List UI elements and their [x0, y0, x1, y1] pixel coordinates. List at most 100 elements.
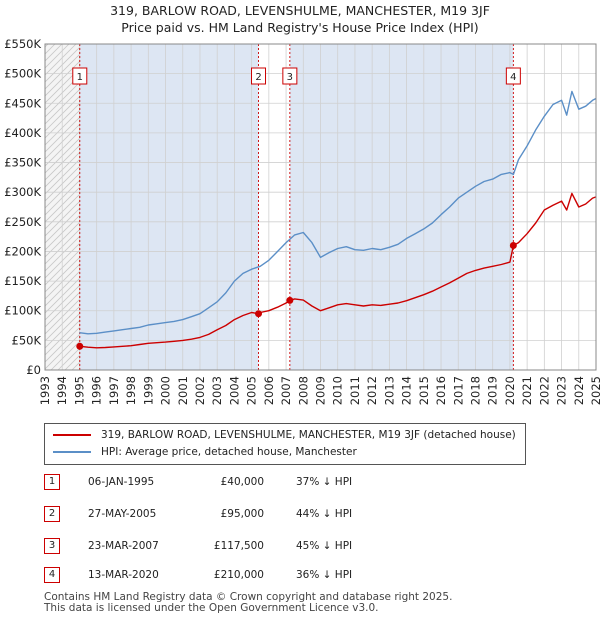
legend-price-label: 319, BARLOW ROAD, LEVENSHULME, MANCHESTE… [101, 429, 516, 441]
x-tick-label: 2023 [555, 376, 569, 405]
x-tick-label: 2002 [193, 376, 207, 405]
x-tick-label: 2008 [296, 376, 310, 405]
x-tick-label: 2024 [572, 376, 586, 405]
hatch-stroke [0, 44, 27, 370]
transaction-price: £95,000 [220, 508, 264, 520]
transaction-number: 4 [44, 567, 60, 583]
x-tick-label: 1993 [38, 376, 52, 405]
hatch-stroke [0, 44, 20, 370]
transaction-hpi-diff: 36% ↓ HPI [296, 569, 353, 581]
sale-point [76, 342, 84, 350]
y-tick-label: £400K [4, 126, 41, 140]
sale-label-box [251, 67, 267, 85]
hatch-stroke [45, 67, 80, 104]
hatch-stroke [45, 74, 80, 111]
sale-label-box [282, 67, 298, 85]
hatch-stroke [45, 305, 80, 342]
x-tick-label: 1999 [141, 376, 155, 405]
hatch-stroke [45, 312, 80, 349]
x-tick-label: 2015 [417, 376, 431, 405]
x-tick-label: 2020 [503, 376, 517, 405]
transaction-number: 2 [44, 506, 60, 522]
plot-frame [44, 43, 597, 371]
legend-price-swatch [53, 434, 91, 436]
legend-hpi-swatch [53, 451, 91, 453]
x-tick-label: 2022 [537, 376, 551, 405]
hatch-stroke [45, 200, 80, 237]
transaction-price: £117,500 [213, 540, 264, 552]
ownership-shading [79, 44, 514, 370]
x-tick-label: 2012 [365, 376, 379, 405]
sale-points [76, 242, 517, 350]
hatch-stroke [0, 44, 34, 370]
sale-markers-lines: 1 2 3 4 [72, 44, 521, 370]
x-tick-label: 2016 [434, 376, 448, 405]
transaction-date: 27-MAY-2005 [88, 508, 157, 520]
hatch-stroke [45, 193, 80, 230]
y-tick-label: £150K [4, 274, 41, 288]
hatch-stroke [0, 44, 13, 370]
x-tick-label: 2007 [279, 376, 293, 405]
legend: 319, BARLOW ROAD, LEVENSHULME, MANCHESTE… [44, 423, 526, 465]
transaction-number: 3 [44, 538, 60, 554]
sale-point [509, 242, 517, 250]
x-tick-label: 2013 [382, 376, 396, 405]
hatch-stroke [45, 81, 80, 118]
x-tick-label: 2021 [520, 376, 534, 405]
x-tick-label: 1995 [72, 376, 86, 405]
hpi-line [79, 90, 597, 335]
hatch-stroke [45, 291, 80, 328]
axes: £0 £50K £100K £150K £200K £250K £300K £350K £400… [4, 37, 600, 405]
transaction-price: £210,000 [213, 569, 264, 581]
transaction-hpi-diff: 45% ↓ HPI [296, 540, 353, 552]
x-tick-label: 2001 [176, 376, 190, 405]
hatch-stroke [0, 44, 6, 370]
y-tick-label: £200K [4, 244, 41, 258]
x-tick-label: 2009 [314, 376, 328, 405]
y-tick-label: £250K [4, 215, 41, 229]
y-tick-label: £500K [4, 67, 41, 81]
x-tick-label: 1997 [107, 376, 121, 405]
sale-label-number: 1 [77, 72, 83, 83]
x-tick-label: 2019 [486, 376, 500, 405]
x-tick-label: 2014 [400, 376, 414, 405]
x-tick-label: 1998 [124, 376, 138, 405]
x-tick-label: 2025 [589, 376, 600, 405]
hatch-stroke [45, 298, 80, 335]
hatch-stroke [45, 284, 80, 321]
legend-item-hpi: HPI: Average price, detached house, Manc… [53, 444, 357, 460]
x-tick-label: 2018 [468, 376, 482, 405]
legend-item-price: 319, BARLOW ROAD, LEVENSHULME, MANCHESTE… [53, 427, 516, 443]
ownership-band [289, 44, 514, 370]
transaction-date: 23-MAR-2007 [88, 540, 159, 552]
sale-label-number: 3 [287, 72, 293, 83]
transaction-date: 06-JAN-1995 [88, 476, 155, 488]
sale-label-number: 2 [255, 72, 261, 83]
footer-licence: This data is licensed under the Open Gov… [44, 602, 379, 614]
hatch-stroke [45, 88, 80, 125]
chart-title: 319, BARLOW ROAD, LEVENSHULME, MANCHESTE… [110, 3, 490, 18]
x-tick-label: 2017 [451, 376, 465, 405]
sale-label-box [72, 67, 88, 85]
x-tick-label: 2006 [262, 376, 276, 405]
sale-label-number: 4 [510, 72, 516, 83]
y-tick-label: £50K [12, 333, 42, 347]
ownership-band [79, 44, 259, 370]
sale-label-box [505, 67, 521, 85]
price-chart: 1 2 3 4 £0 £50K £100K £150K £200K £250K £300K £350… [0, 37, 600, 405]
hatch-stroke [45, 186, 80, 223]
hatch-stroke [45, 95, 80, 132]
hatch-stroke [45, 44, 49, 48]
transaction-hpi-diff: 37% ↓ HPI [296, 476, 353, 488]
x-tick-label: 2004 [227, 376, 241, 405]
x-tick-label: 2011 [348, 376, 362, 405]
y-tick-label: £350K [4, 156, 41, 170]
x-tick-label: 1994 [55, 376, 69, 405]
hatch-stroke [0, 44, 41, 370]
x-tick-label: 1996 [90, 376, 104, 405]
hatch-stroke [45, 172, 80, 209]
y-tick-label: £0 [26, 363, 41, 377]
price-paid-line [79, 192, 597, 349]
sale-point [255, 310, 263, 318]
y-tick-label: £100K [4, 304, 41, 318]
